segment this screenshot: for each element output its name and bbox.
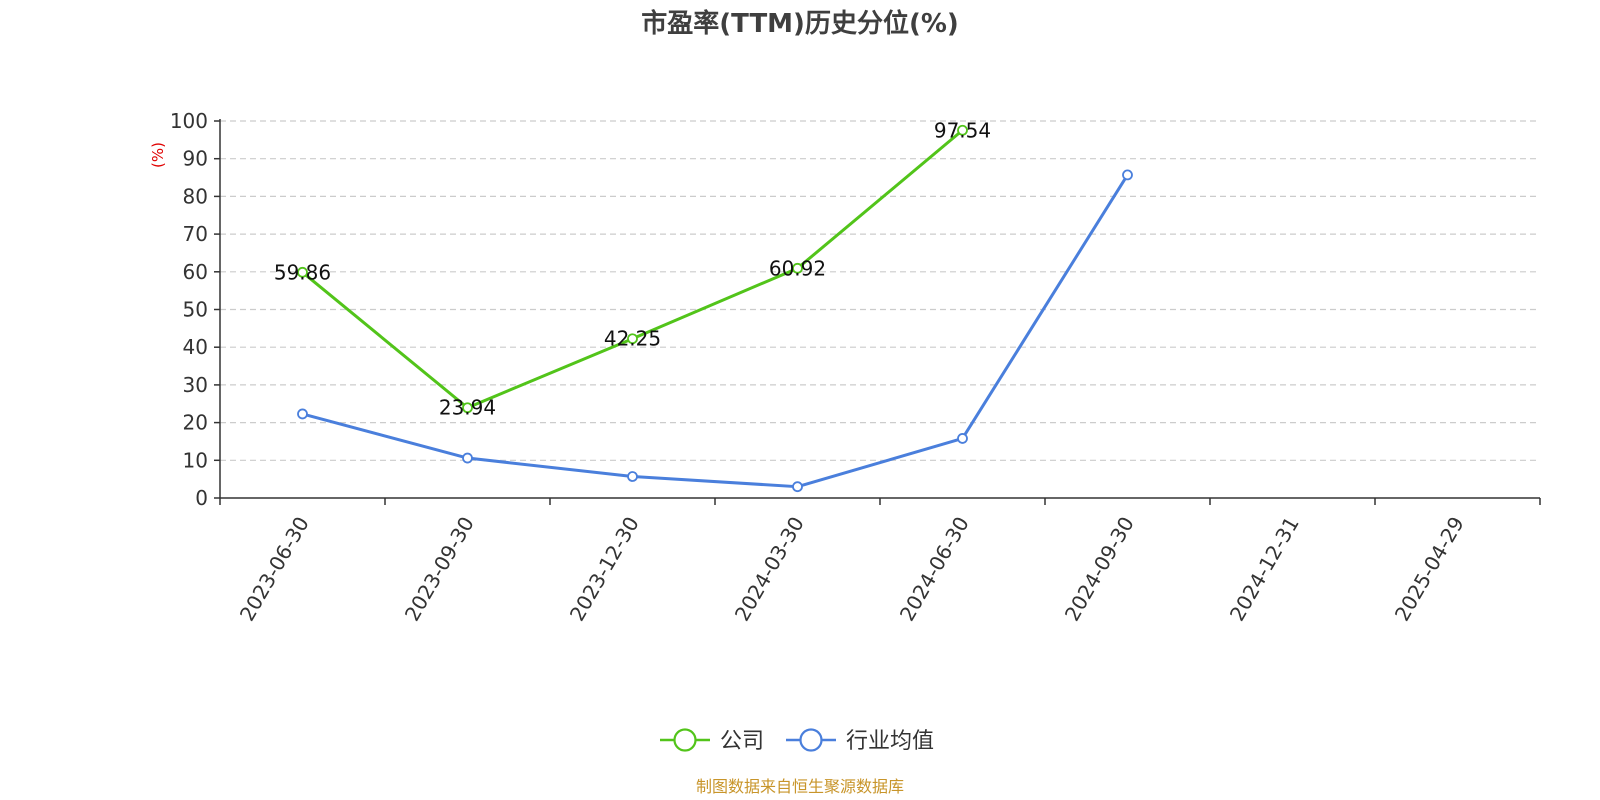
legend-label: 行业均值 xyxy=(846,729,934,754)
legend-item-1[interactable]: 行业均值 xyxy=(786,728,934,754)
x-tick-label: 2025-04-29 xyxy=(1390,513,1469,626)
data-label: 23.94 xyxy=(439,396,496,420)
series-layer xyxy=(297,124,1133,493)
series-line-1 xyxy=(302,174,1129,489)
chart-title: 市盈率(TTM)历史分位(%) xyxy=(641,8,959,39)
y-tick-label: 50 xyxy=(183,298,208,322)
x-tick-label: 2024-06-30 xyxy=(895,513,974,626)
data-point[interactable] xyxy=(792,262,803,274)
axis-layer: 0 10 20 30 40 50 60 70 80 90 100 2023-06-30 2023-09-… xyxy=(170,109,1541,626)
data-point[interactable] xyxy=(957,124,968,136)
y-tick-label: 30 xyxy=(183,373,208,397)
legend-marker xyxy=(799,728,823,752)
series-line-0 xyxy=(301,129,964,410)
legend-marker xyxy=(673,728,697,752)
data-point[interactable] xyxy=(1122,169,1133,181)
data-point[interactable] xyxy=(297,266,308,278)
x-tick-label: 2023-12-30 xyxy=(565,513,644,626)
data-label: 42.25 xyxy=(604,327,661,351)
data-label-layer: 59.86 23.94 42.25 60.92 97.54 xyxy=(274,118,991,419)
grid-layer xyxy=(220,120,1540,461)
y-tick-label: 60 xyxy=(183,260,208,284)
data-point[interactable] xyxy=(792,481,803,493)
y-tick-label: 100 xyxy=(170,109,208,133)
y-tick-label: 90 xyxy=(183,147,208,171)
source-note: 制图数据来自恒生聚源数据库 xyxy=(696,777,904,796)
x-tick-label: 2024-09-30 xyxy=(1060,513,1139,626)
legend: 公司 行业均值 xyxy=(660,728,934,754)
legend-label: 公司 xyxy=(720,729,764,754)
x-tick-label: 2024-12-31 xyxy=(1225,513,1304,626)
y-tick-label: 70 xyxy=(183,222,208,246)
x-tick-label: 2023-06-30 xyxy=(235,513,314,626)
y-tick-label: 80 xyxy=(183,184,208,208)
data-label: 97.54 xyxy=(934,118,991,142)
data-point[interactable] xyxy=(462,452,473,464)
data-point[interactable] xyxy=(297,408,308,420)
data-label: 59.86 xyxy=(274,260,331,284)
x-tick-label: 2023-09-30 xyxy=(400,513,479,626)
data-point[interactable] xyxy=(957,433,968,444)
y-tick-label: 40 xyxy=(183,335,208,359)
data-label: 60.92 xyxy=(769,256,826,280)
y-tick-label: 0 xyxy=(195,486,208,510)
data-point[interactable] xyxy=(462,402,473,414)
y-tick-label: 10 xyxy=(183,448,208,472)
legend-item-0[interactable]: 公司 xyxy=(660,728,764,754)
data-point[interactable] xyxy=(627,471,638,482)
x-tick-label: 2024-03-30 xyxy=(730,513,809,626)
data-point[interactable] xyxy=(627,333,638,345)
y-tick-label: 20 xyxy=(183,411,208,435)
y-axis-label: (%) xyxy=(149,142,167,168)
